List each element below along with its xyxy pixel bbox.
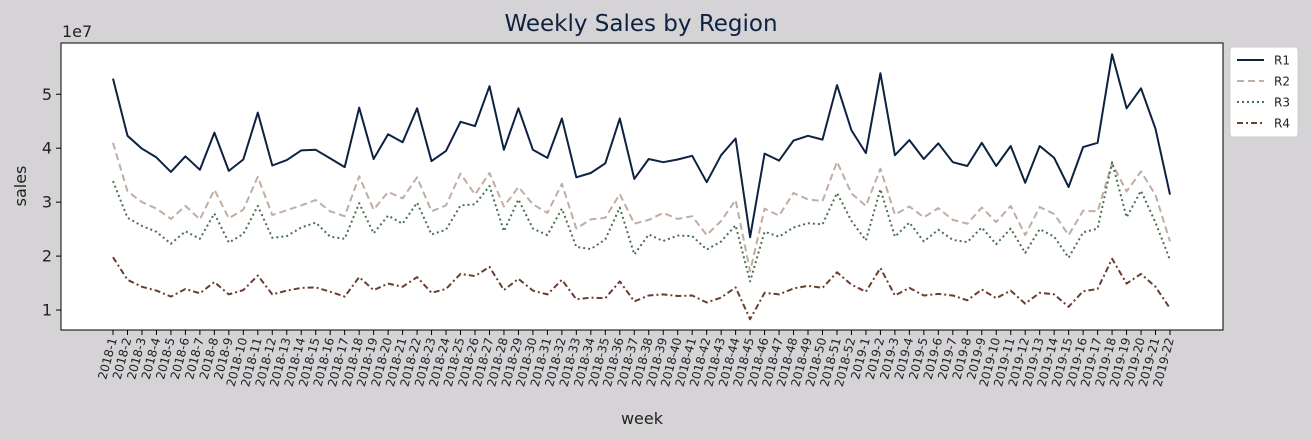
series-lines <box>112 53 1171 321</box>
legend-label-r4: R4 <box>1274 117 1290 131</box>
y-tick-label: 4 <box>42 139 52 158</box>
y-tick-label: 1 <box>42 301 52 320</box>
plot-area <box>60 42 1224 331</box>
x-axis-label: week <box>621 409 664 428</box>
legend-label-r1: R1 <box>1274 54 1290 68</box>
y-scale-label: 1e7 <box>62 22 92 41</box>
legend-label-r3: R3 <box>1274 96 1290 110</box>
x-axis: 2018-12018-22018-32018-42018-52018-62018… <box>95 330 1177 388</box>
y-axis-label: sales <box>11 166 30 207</box>
y-tick-label: 3 <box>42 193 52 212</box>
series-line-r3 <box>112 161 1171 283</box>
legend-label-r2: R2 <box>1274 75 1290 89</box>
series-line-r2 <box>112 142 1171 273</box>
series-line-r1 <box>112 53 1171 239</box>
y-tick-label: 5 <box>42 85 52 104</box>
legend-box <box>1229 46 1299 138</box>
y-tick-label: 2 <box>42 247 52 266</box>
chart-title: Weekly Sales by Region <box>504 11 777 37</box>
series-line-r4 <box>112 256 1171 321</box>
y-axis: 1 2 3 4 5 <box>42 85 61 320</box>
legend: R1 R2 R3 R4 <box>1229 46 1299 138</box>
